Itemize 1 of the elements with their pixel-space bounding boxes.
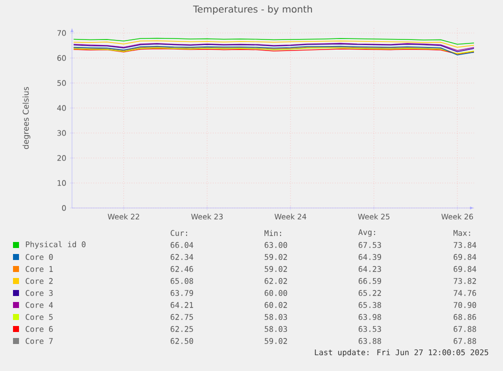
chart-title: Temperatures - by month bbox=[193, 5, 312, 15]
